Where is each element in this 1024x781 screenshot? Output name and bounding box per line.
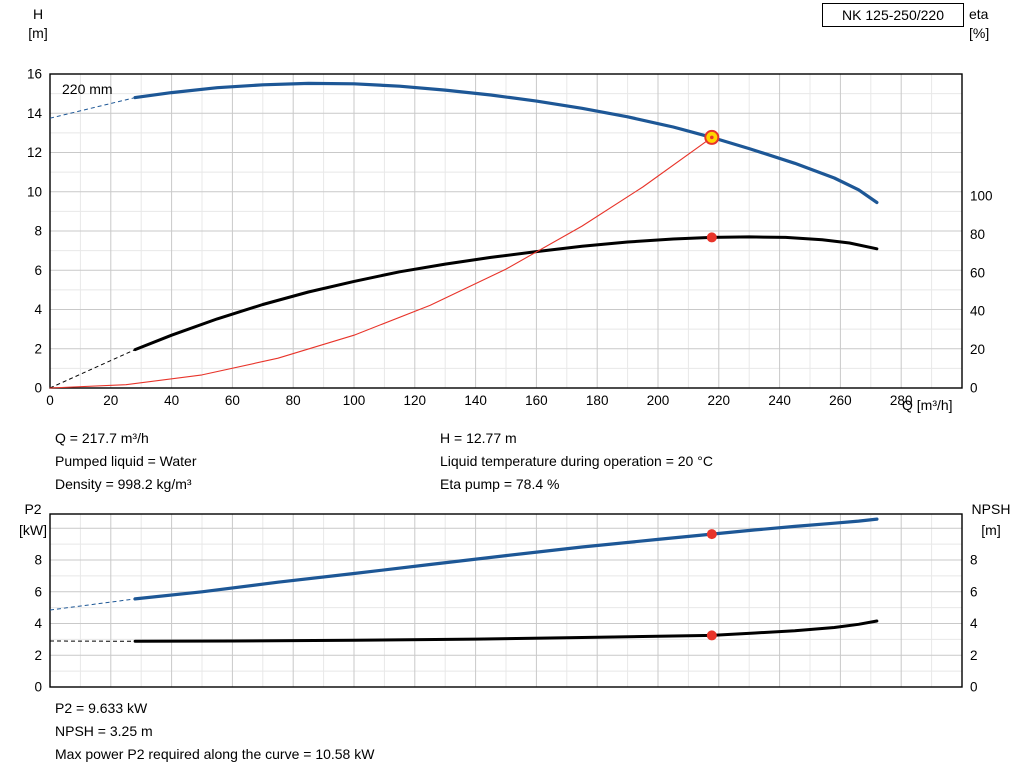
system-curve-path [49, 136, 713, 389]
npsh-axis-symbol: NPSH [971, 501, 1011, 517]
tick-labels: 0 20 40 60 80 100 120 140 160 180 200 220 240 260 2800… [27, 67, 993, 409]
npsh-curve-path [133, 619, 879, 643]
eta-axis-symbol: eta [969, 6, 989, 22]
right-tick-label: 6 [970, 584, 978, 599]
left-tick-label: 0 [34, 680, 42, 695]
left-tick-label: 10 [27, 184, 42, 199]
left-tick-label: 2 [34, 648, 42, 663]
head-curve-220mm-lead-dash [49, 97, 136, 119]
eta-axis-label: eta [%] [969, 5, 1003, 43]
grid-major [50, 74, 962, 388]
p2-axis-symbol: P2 [24, 501, 42, 517]
left-tick-label: 6 [34, 584, 42, 599]
left-tick-label: 0 [34, 381, 42, 396]
right-tick-label: 8 [970, 553, 978, 568]
q-axis-label: Q [m³/h] [902, 397, 953, 413]
right-tick-label: 0 [970, 680, 978, 695]
info-eta-pump: Eta pump = 78.4 % [440, 476, 560, 492]
tick-labels: 0 2 4 6 8 0 2 4 6 8 [34, 553, 978, 695]
p2-curve-lead-dash [49, 598, 136, 611]
right-tick-label: 0 [970, 381, 978, 396]
info-max-power: Max power P2 required along the curve = … [55, 746, 375, 762]
x-tick-label: 40 [164, 393, 179, 408]
info-h: H = 12.77 m [440, 430, 517, 446]
npsh-axis-label: NPSH [m] [966, 499, 1016, 541]
x-tick-label: 60 [225, 393, 240, 408]
x-tick-label: 280 [890, 393, 913, 408]
p2-axis-unit: [kW] [19, 522, 47, 538]
right-tick-label: 2 [970, 648, 978, 663]
npsh-axis-unit: [m] [981, 522, 1001, 538]
info-q: Q = 217.7 m³/h [55, 430, 149, 446]
right-tick-label: 100 [970, 188, 993, 203]
x-tick-label: 140 [464, 393, 487, 408]
x-tick-label: 120 [404, 393, 427, 408]
x-tick-label: 100 [343, 393, 366, 408]
info-p2: P2 = 9.633 kW [55, 700, 148, 716]
p2-curve-path [133, 517, 879, 601]
duty-point-p2[interactable] [706, 529, 717, 540]
x-tick-label: 240 [768, 393, 791, 408]
eta-pump-curve-lead-dash [49, 349, 136, 389]
eta-axis-unit: [%] [969, 25, 990, 41]
duty-point-head[interactable] [704, 129, 720, 145]
pump-model-box: NK 125-250/220 [822, 3, 964, 27]
curve-label-220mm: 220 mm [62, 81, 113, 97]
head-curve-220mm-path [133, 81, 879, 205]
qh-eta-chart: 0 20 40 60 80 100 120 140 160 180 200 220 240 260 2800… [27, 67, 993, 409]
left-tick-label: 4 [34, 302, 42, 317]
right-tick-label: 4 [970, 616, 978, 631]
x-tick-label: 180 [586, 393, 609, 408]
x-tick-label: 80 [286, 393, 301, 408]
info-pumped-liquid: Pumped liquid = Water [55, 453, 197, 469]
left-tick-label: 8 [34, 224, 42, 239]
info-liquid-temperature: Liquid temperature during operation = 20… [440, 453, 713, 469]
left-tick-label: 6 [34, 263, 42, 278]
p2-npsh-chart: 0 2 4 6 8 0 2 4 6 8 [34, 513, 978, 695]
grid-minor [50, 514, 962, 687]
right-tick-label: 40 [970, 304, 985, 319]
duty-point-npsh[interactable] [706, 630, 717, 641]
right-tick-label: 20 [970, 342, 985, 357]
left-tick-label: 12 [27, 145, 42, 160]
plot-frame [49, 73, 963, 389]
h-axis-unit: [m] [28, 25, 48, 41]
x-tick-label: 20 [103, 393, 118, 408]
left-tick-label: 4 [34, 616, 42, 631]
x-tick-label: 0 [46, 393, 54, 408]
h-axis-symbol: H [32, 6, 44, 22]
grid-major [50, 514, 962, 687]
x-tick-label: 160 [525, 393, 548, 408]
left-tick-label: 8 [34, 553, 42, 568]
p2-axis-label: P2 [kW] [13, 499, 53, 541]
h-axis-label: H [m] [24, 5, 52, 43]
plot-frame [49, 513, 963, 688]
duty-point-eta[interactable] [706, 232, 717, 243]
right-tick-label: 80 [970, 227, 985, 242]
x-tick-label: 200 [647, 393, 670, 408]
right-tick-label: 60 [970, 265, 985, 280]
left-tick-label: 2 [34, 341, 42, 356]
info-npsh: NPSH = 3.25 m [55, 723, 153, 739]
x-tick-label: 260 [829, 393, 852, 408]
left-tick-label: 16 [27, 67, 42, 82]
left-tick-label: 14 [27, 106, 43, 121]
info-density: Density = 998.2 kg/m³ [55, 476, 192, 492]
x-tick-label: 220 [708, 393, 731, 408]
